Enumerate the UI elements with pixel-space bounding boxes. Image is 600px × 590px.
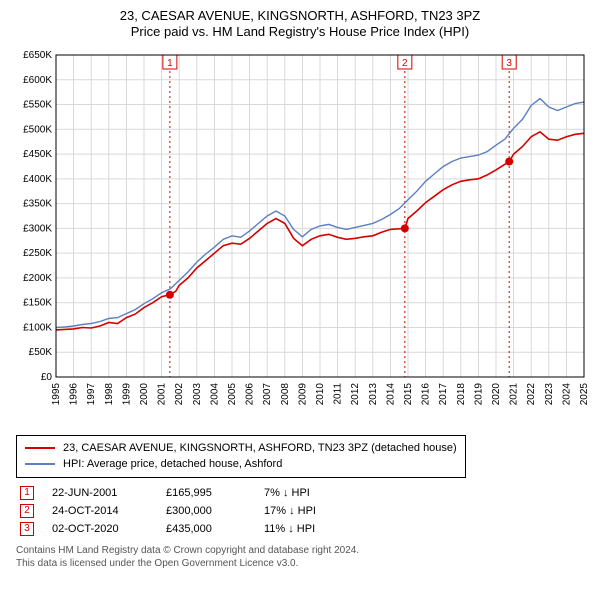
event-date-3: 02-OCT-2020 xyxy=(52,523,148,535)
title-line-2: Price paid vs. HM Land Registry's House … xyxy=(10,24,590,40)
svg-text:£550K: £550K xyxy=(23,99,52,110)
svg-text:£300K: £300K xyxy=(23,223,52,234)
events-table: 1 22-JUN-2001 £165,995 7% ↓ HPI 2 24-OCT… xyxy=(16,484,584,538)
svg-text:£450K: £450K xyxy=(23,149,52,160)
svg-text:2000: 2000 xyxy=(139,382,150,405)
svg-text:2008: 2008 xyxy=(280,382,291,405)
svg-text:2021: 2021 xyxy=(509,382,520,405)
svg-text:£350K: £350K xyxy=(23,198,52,209)
svg-text:£600K: £600K xyxy=(23,74,52,85)
svg-text:2022: 2022 xyxy=(526,382,537,405)
svg-text:2003: 2003 xyxy=(192,382,203,405)
event-date-1: 22-JUN-2001 xyxy=(52,487,148,499)
svg-text:1997: 1997 xyxy=(86,382,97,405)
svg-text:2011: 2011 xyxy=(333,382,344,404)
legend-swatch-1 xyxy=(25,447,55,449)
svg-text:2005: 2005 xyxy=(227,382,238,405)
svg-text:2004: 2004 xyxy=(209,382,220,405)
event-row: 2 24-OCT-2014 £300,000 17% ↓ HPI xyxy=(16,502,584,520)
legend-label-2: HPI: Average price, detached house, Ashf… xyxy=(63,456,282,473)
event-diff-2: 17% ↓ HPI xyxy=(264,505,354,517)
title-line-1: 23, CAESAR AVENUE, KINGSNORTH, ASHFORD, … xyxy=(10,8,590,24)
svg-text:1: 1 xyxy=(167,58,173,69)
svg-text:1998: 1998 xyxy=(104,382,115,405)
svg-text:3: 3 xyxy=(506,58,512,69)
svg-text:2010: 2010 xyxy=(315,382,326,405)
event-marker-3: 3 xyxy=(20,522,34,536)
svg-text:2002: 2002 xyxy=(174,382,185,405)
legend-swatch-2 xyxy=(25,463,55,465)
svg-text:2006: 2006 xyxy=(245,382,256,405)
legend-row-1: 23, CAESAR AVENUE, KINGSNORTH, ASHFORD, … xyxy=(25,440,457,457)
svg-text:£150K: £150K xyxy=(23,297,52,308)
legend-box: 23, CAESAR AVENUE, KINGSNORTH, ASHFORD, … xyxy=(16,435,466,478)
event-price-3: £435,000 xyxy=(166,523,246,535)
svg-text:£650K: £650K xyxy=(23,50,52,61)
event-diff-3: 11% ↓ HPI xyxy=(264,523,354,535)
svg-text:2025: 2025 xyxy=(579,382,590,405)
svg-text:£50K: £50K xyxy=(29,347,53,358)
svg-text:£500K: £500K xyxy=(23,124,52,135)
svg-text:2007: 2007 xyxy=(262,382,273,405)
svg-text:2020: 2020 xyxy=(491,382,502,405)
svg-text:£100K: £100K xyxy=(23,322,52,333)
svg-text:2001: 2001 xyxy=(157,382,168,405)
event-row: 3 02-OCT-2020 £435,000 11% ↓ HPI xyxy=(16,520,584,538)
svg-text:2017: 2017 xyxy=(438,382,449,405)
svg-text:£200K: £200K xyxy=(23,272,52,283)
event-date-2: 24-OCT-2014 xyxy=(52,505,148,517)
event-diff-1: 7% ↓ HPI xyxy=(264,487,354,499)
svg-text:2023: 2023 xyxy=(544,382,555,405)
svg-text:2009: 2009 xyxy=(297,382,308,405)
svg-text:2: 2 xyxy=(402,58,408,69)
chart-svg: £0 £50K £100K £150K £200K £250K £300K £350K £400… xyxy=(10,47,590,427)
svg-text:£400K: £400K xyxy=(23,173,52,184)
legend-row-2: HPI: Average price, detached house, Ashf… xyxy=(25,456,457,473)
event-row: 1 22-JUN-2001 £165,995 7% ↓ HPI xyxy=(16,484,584,502)
svg-text:2024: 2024 xyxy=(561,382,572,405)
footer: Contains HM Land Registry data © Crown c… xyxy=(16,544,584,570)
event-marker-2: 2 xyxy=(20,504,34,518)
chart-area: £0 £50K £100K £150K £200K £250K £300K £350K £400… xyxy=(10,47,590,427)
svg-text:£0: £0 xyxy=(41,372,53,383)
legend-label-1: 23, CAESAR AVENUE, KINGSNORTH, ASHFORD, … xyxy=(63,440,457,457)
svg-text:2012: 2012 xyxy=(350,382,361,405)
svg-text:2019: 2019 xyxy=(473,382,484,405)
svg-text:£250K: £250K xyxy=(23,248,52,259)
event-price-1: £165,995 xyxy=(166,487,246,499)
footer-line-2: This data is licensed under the Open Gov… xyxy=(16,557,584,570)
svg-text:2015: 2015 xyxy=(403,382,414,405)
svg-text:2013: 2013 xyxy=(368,382,379,405)
chart-titles: 23, CAESAR AVENUE, KINGSNORTH, ASHFORD, … xyxy=(10,8,590,41)
svg-text:1995: 1995 xyxy=(51,382,62,405)
footer-line-1: Contains HM Land Registry data © Crown c… xyxy=(16,544,584,557)
event-marker-1: 1 xyxy=(20,486,34,500)
svg-text:1999: 1999 xyxy=(121,382,132,405)
event-price-2: £300,000 xyxy=(166,505,246,517)
svg-text:2016: 2016 xyxy=(421,382,432,405)
svg-text:2014: 2014 xyxy=(385,382,396,405)
svg-text:1996: 1996 xyxy=(69,382,80,405)
svg-text:2018: 2018 xyxy=(456,382,467,405)
